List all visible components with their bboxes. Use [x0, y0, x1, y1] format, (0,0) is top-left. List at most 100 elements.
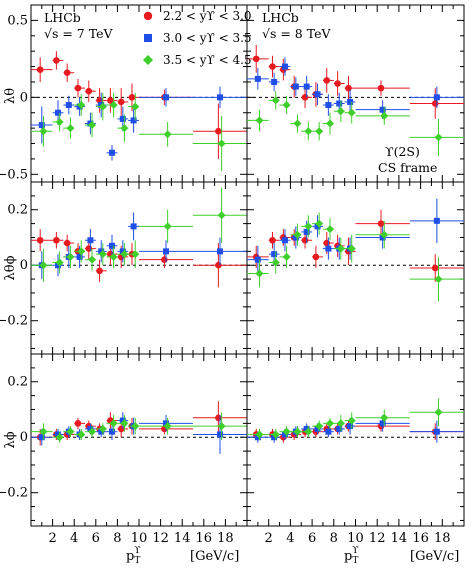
data-point [303, 83, 310, 90]
data-point [281, 237, 288, 244]
data-point [292, 234, 299, 241]
data-point [217, 422, 226, 431]
data-point [65, 102, 72, 109]
svg-text:pTϒ: pTϒ [126, 546, 141, 566]
data-point [39, 127, 48, 136]
x-axis-title-left-sub: T [134, 556, 140, 566]
data-point [301, 236, 309, 244]
data-point [282, 252, 291, 261]
data-point [281, 431, 288, 438]
data-point [431, 100, 439, 107]
data-point [88, 121, 97, 130]
data-point [255, 269, 264, 278]
top-right-energy-label: √s = 8 TeV [262, 26, 331, 41]
x-axis-title-left: pTϒ [GeV/c] [126, 546, 239, 566]
x-tick-label: 6 [92, 531, 100, 546]
data-point [55, 262, 61, 269]
data-point [131, 102, 140, 111]
x-axis-title-right-sup: ϒ [352, 546, 358, 556]
data-point [163, 222, 172, 231]
data-point [217, 211, 226, 220]
top-left-energy-label: √s = 7 TeV [44, 26, 113, 41]
data-point [120, 250, 129, 259]
data-point [255, 430, 264, 439]
data-point [109, 149, 115, 156]
data-point [74, 84, 82, 92]
data-point [88, 427, 97, 436]
data-point [431, 264, 439, 272]
data-point [119, 115, 126, 122]
data-point [217, 94, 223, 101]
legend-marker-series-3 [143, 55, 153, 65]
x-tick-label: 14 [391, 531, 408, 546]
data-point [98, 102, 107, 111]
panel-r2-c1: −0.2 0 0.2 [0, 181, 248, 355]
data-point [55, 117, 64, 126]
x-tick-label: 12 [369, 531, 386, 546]
data-point [66, 427, 75, 436]
data-point [379, 420, 386, 427]
data-point [271, 258, 280, 267]
y-tick-label: 0 [20, 90, 28, 105]
x-axis-title-right-sub: T [352, 556, 358, 566]
data-point [336, 100, 343, 107]
data-point [66, 252, 75, 261]
data-point [107, 97, 114, 104]
data-point [217, 139, 226, 148]
x-tick-label: 6 [308, 531, 316, 546]
data-point [434, 408, 443, 417]
data-point [323, 77, 331, 84]
y-axis-label-row-1: λθ [3, 88, 18, 104]
data-point [254, 256, 261, 263]
data-point [271, 251, 278, 258]
y-tick-label: −0.2 [0, 314, 28, 329]
y-axis-label-row-2: λθϕ [3, 255, 18, 280]
data-point [314, 223, 321, 230]
data-point [215, 127, 222, 135]
data-point [269, 63, 276, 70]
data-point [380, 413, 389, 422]
data-point [87, 237, 94, 244]
data-point [109, 252, 118, 261]
legend-label-series-2: 3.0 < yϒ < 3.5 [163, 31, 252, 45]
data-point [379, 234, 386, 241]
y-tick-label: 0.2 [7, 375, 28, 390]
data-point [336, 244, 345, 253]
data-point [98, 428, 105, 435]
data-point [119, 417, 126, 424]
data-point [347, 423, 354, 430]
x-tick-label: 16 [412, 531, 429, 546]
y-tick-label: 0.2 [7, 203, 28, 218]
x-axis-title-right: pTϒ [GeV/c] [344, 546, 459, 566]
data-point [55, 431, 61, 438]
data-point [39, 427, 48, 436]
x-tick-label: 4 [70, 531, 78, 546]
frame-label: CS frame [378, 160, 437, 175]
data-point [336, 107, 345, 116]
data-point [98, 248, 105, 255]
data-point [271, 96, 280, 105]
x-axis-title-right-main: p [344, 549, 352, 564]
labels-layer: LHCb √s = 7 TeV LHCb √s = 8 TeV ϒ(2S) CS… [3, 9, 459, 566]
data-point [347, 98, 354, 105]
data-point [304, 427, 313, 436]
data-point [119, 248, 126, 255]
x-axis-unit-left: [GeV/c] [190, 549, 239, 564]
legend-label-series-1: 2.2 < yϒ < 3.0 [163, 9, 252, 23]
data-point [39, 261, 48, 270]
data-point [347, 244, 356, 253]
data-point [433, 94, 440, 101]
data-point [271, 434, 278, 441]
data-point [109, 101, 118, 110]
data-point [98, 250, 107, 259]
data-point [379, 106, 386, 113]
data-point [315, 219, 324, 228]
data-point [380, 111, 389, 120]
legend-marker-series-2 [144, 34, 152, 42]
data-point [131, 422, 140, 431]
data-point [271, 430, 280, 439]
data-point [433, 428, 440, 435]
data-point [281, 63, 288, 70]
data-point [36, 236, 44, 244]
